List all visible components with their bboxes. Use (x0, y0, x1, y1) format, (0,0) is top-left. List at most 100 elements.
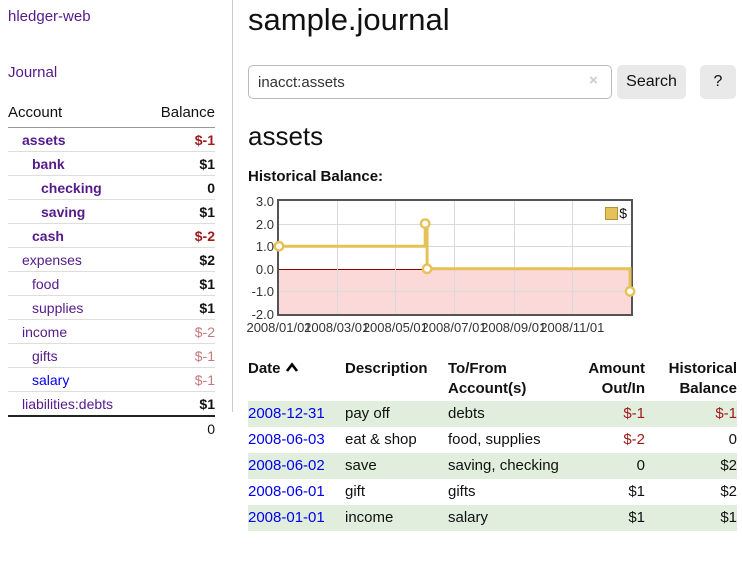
y-tick-label: 3.0 (255, 194, 274, 209)
app-brand-link[interactable]: hledger-web (8, 8, 91, 25)
sort-ascending-icon (285, 359, 299, 379)
v-gridline (454, 201, 456, 314)
account-link-income[interactable]: income (8, 319, 145, 344)
sidebar-divider (232, 0, 233, 412)
transaction-balance: $2 (720, 483, 737, 500)
chart-legend: $ (605, 205, 627, 221)
transaction-description: gift (345, 483, 366, 500)
transaction-accounts: salary (448, 509, 489, 526)
account-row-saving: saving $1 (8, 199, 215, 224)
register-row: 2008-01-01 income salary $1 $1 (248, 505, 737, 531)
clear-search-icon[interactable]: × (589, 72, 598, 89)
y-tick-label: 0.0 (255, 261, 274, 277)
register-row: 2008-12-31 pay off debts $-1 $-1 (248, 401, 737, 427)
transaction-description: save (345, 457, 377, 474)
account-balance: $1 (144, 199, 215, 224)
account-balance: $1 (144, 271, 215, 296)
account-link-expenses[interactable]: expenses (8, 247, 145, 272)
help-button[interactable]: ? (700, 65, 736, 99)
register-header-date[interactable]: Date (248, 357, 345, 401)
account-row-salary: salary $-1 (8, 367, 215, 392)
account-row-checking: checking 0 (8, 175, 215, 200)
search-form: × Search ? (248, 65, 737, 99)
account-row-expenses: expenses $2 (8, 247, 215, 272)
account-link-checking[interactable]: checking (8, 175, 145, 200)
accounts-total-row: 0 (8, 415, 215, 440)
register-table: Date Description To/From Account(s) Amou… (248, 357, 737, 531)
v-gridline (513, 201, 515, 314)
accounts-sidebar: Account Balance assets $-1 bank $1 check… (8, 100, 215, 440)
transaction-description: pay off (345, 405, 390, 422)
x-tick-label: 2008/05/01 (362, 320, 428, 335)
transaction-amount: $-2 (623, 431, 645, 448)
account-balance: $-1 (194, 132, 215, 148)
account-link-liabilities-debts[interactable]: liabilities:debts (8, 391, 145, 416)
transaction-balance: $2 (720, 457, 737, 474)
transaction-accounts: saving, checking (448, 457, 559, 474)
x-tick-label: 2008/09/01 (481, 320, 547, 335)
account-link-supplies[interactable]: supplies (8, 295, 145, 320)
account-balance: $2 (144, 247, 215, 272)
account-balance: $-2 (144, 223, 215, 248)
x-tick-label: 2008/01/01 (246, 320, 312, 335)
v-gridline (395, 201, 397, 314)
accounts-total-spacer (8, 415, 145, 440)
x-tick-label: 2008/03/01 (304, 320, 370, 335)
transaction-amount: 0 (636, 457, 645, 474)
transaction-description: income (345, 509, 394, 526)
register-header-accounts: To/From Account(s) (448, 360, 527, 397)
register-row: 2008-06-01 gift gifts $1 $2 (248, 479, 737, 505)
chart-title: Historical Balance: (248, 168, 384, 185)
account-link-saving[interactable]: saving (8, 199, 145, 224)
transaction-date-link[interactable]: 2008-06-02 (248, 457, 325, 474)
search-button[interactable]: Search (617, 65, 686, 99)
account-balance: $1 (144, 151, 215, 176)
main-content: sample.journal × Search ? assets Histori… (246, 0, 737, 531)
accounts-total-value: 0 (144, 415, 215, 440)
account-balance: $-1 (144, 343, 215, 368)
page-title: sample.journal (248, 2, 450, 37)
account-link-gifts[interactable]: gifts (8, 343, 145, 368)
search-input[interactable] (248, 65, 612, 99)
transaction-amount: $1 (628, 483, 645, 500)
account-balance: $1 (144, 295, 215, 320)
y-tick-label: -2.0 (251, 307, 274, 322)
chart-plot-area: $ 3.0 2.0 1.0 0.0 -1.0 -2.0 2008/01/01 2008/03/… (246, 194, 636, 335)
account-link-food[interactable]: food (8, 271, 145, 296)
account-row-liabilities-debts: liabilities:debts $1 (8, 391, 215, 416)
transaction-date-link[interactable]: 2008-06-03 (248, 431, 325, 448)
nav-journal-link[interactable]: Journal (8, 64, 58, 81)
account-link-bank[interactable]: bank (8, 151, 145, 176)
account-row-cash: cash $-2 (8, 223, 215, 248)
data-point-marker (624, 286, 636, 297)
y-tick-label: 2.0 (255, 216, 274, 232)
account-balance: $-1 (144, 367, 215, 392)
data-point-marker (419, 218, 431, 230)
transaction-amount: $-1 (623, 405, 645, 422)
transaction-balance: $-1 (715, 405, 737, 422)
transaction-balance: 0 (728, 431, 737, 448)
data-point-marker (421, 263, 433, 275)
transaction-accounts: gifts (448, 483, 476, 500)
balance-line-plot (273, 218, 636, 297)
account-balance: 0 (144, 175, 215, 200)
transaction-date-link[interactable]: 2008-12-31 (248, 405, 325, 422)
account-link-cash[interactable]: cash (8, 223, 145, 248)
register-row: 2008-06-02 save saving, checking 0 $2 (248, 453, 737, 479)
account-row-bank: bank $1 (8, 151, 215, 176)
account-row-supplies: supplies $1 (8, 295, 215, 320)
legend-label: $ (619, 205, 627, 221)
v-gridline (336, 201, 338, 314)
register-header-amount: Amount Out/In (588, 360, 645, 397)
transaction-accounts: debts (448, 405, 485, 422)
account-link-salary[interactable]: salary (8, 367, 145, 392)
transaction-accounts: food, supplies (448, 431, 541, 448)
transaction-date-link[interactable]: 2008-01-01 (248, 509, 325, 526)
transaction-date-link[interactable]: 2008-06-01 (248, 483, 325, 500)
accounts-header-balance: Balance (144, 100, 215, 128)
account-balance: $-2 (144, 319, 215, 344)
transaction-amount: $1 (628, 509, 645, 526)
register-header-description: Description (345, 360, 428, 377)
account-link-assets[interactable]: assets (22, 132, 66, 148)
account-row-gifts: gifts $-1 (8, 343, 215, 368)
